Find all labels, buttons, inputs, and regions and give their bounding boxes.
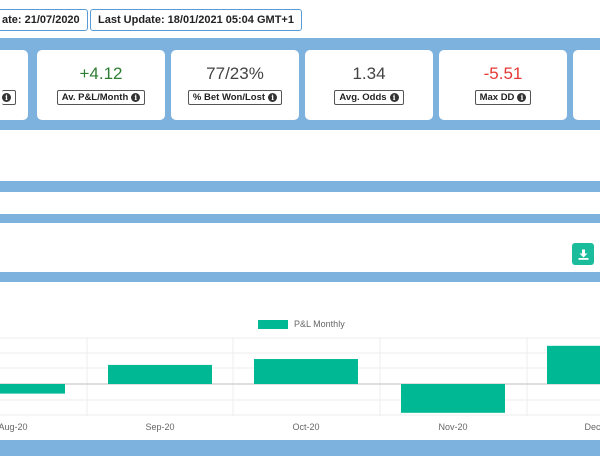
info-icon[interactable]: i xyxy=(389,93,399,102)
last-update-text: Last Update: 18/01/2021 05:04 GMT+1 xyxy=(98,14,294,26)
stat-label-text: Av. P&L/Month xyxy=(61,92,129,103)
stat-label: Max DD i xyxy=(474,90,532,105)
stat-card-bet-won-lost: 77/23% % Bet Won/Lost i xyxy=(171,50,299,120)
stat-value: -5.51 xyxy=(483,64,523,83)
start-date-text: ate: 21/07/2020 xyxy=(2,14,80,26)
section-divider xyxy=(0,181,600,192)
legend-swatch xyxy=(258,319,288,329)
last-update-badge: Last Update: 18/01/2021 05:04 GMT+1 xyxy=(90,9,302,31)
stat-label-text: Avg. Odds xyxy=(339,92,387,103)
info-icon[interactable]: i xyxy=(268,93,278,102)
stat-value: 1.34 xyxy=(352,64,386,83)
chart-bar xyxy=(0,384,65,394)
x-tick-label: Dec-20 xyxy=(584,422,600,432)
stat-label: Avg. Odds i xyxy=(334,90,404,105)
stat-card-avg-pl-month: +4.12 Av. P&L/Month i xyxy=(37,50,165,120)
section-divider xyxy=(0,214,600,223)
section-divider xyxy=(0,440,600,456)
stat-label-partial: i xyxy=(2,90,16,105)
info-icon[interactable]: i xyxy=(131,93,141,102)
section-divider xyxy=(0,272,600,282)
x-tick-label: Oct-20 xyxy=(292,422,319,432)
chart-bar xyxy=(108,364,212,384)
x-tick-label: Aug-20 xyxy=(0,422,28,432)
download-icon xyxy=(578,249,588,260)
stat-label: Av. P&L/Month i xyxy=(56,90,146,105)
stat-label-text: % Bet Won/Lost xyxy=(192,92,266,103)
stat-card-partial-right xyxy=(573,50,600,120)
stat-card-partial-left: i xyxy=(0,50,28,120)
download-button[interactable] xyxy=(572,243,594,265)
chart-bar xyxy=(254,359,358,384)
chart-legend[interactable]: P&L Monthly xyxy=(258,319,345,329)
x-tick-label: Nov-20 xyxy=(438,422,467,432)
info-icon[interactable]: i xyxy=(2,93,11,102)
pl-monthly-chart: Aug-20 Sep-20 Oct-20 Nov-20 Dec-20 xyxy=(0,337,600,432)
x-tick-label: Sep-20 xyxy=(145,422,174,432)
info-icon[interactable]: i xyxy=(517,93,527,102)
stat-label: % Bet Won/Lost i xyxy=(187,90,283,105)
chart-bar xyxy=(401,384,505,413)
stat-value: +4.12 xyxy=(79,64,123,83)
stat-card-avg-odds: 1.34 Avg. Odds i xyxy=(305,50,433,120)
chart-bar xyxy=(547,345,600,384)
stat-value: 77/23% xyxy=(206,64,264,83)
stat-card-max-dd: -5.51 Max DD i xyxy=(439,50,567,120)
legend-label: P&L Monthly xyxy=(294,319,345,329)
start-date-badge: ate: 21/07/2020 xyxy=(0,9,88,31)
stat-label-text: Max DD xyxy=(479,92,515,103)
